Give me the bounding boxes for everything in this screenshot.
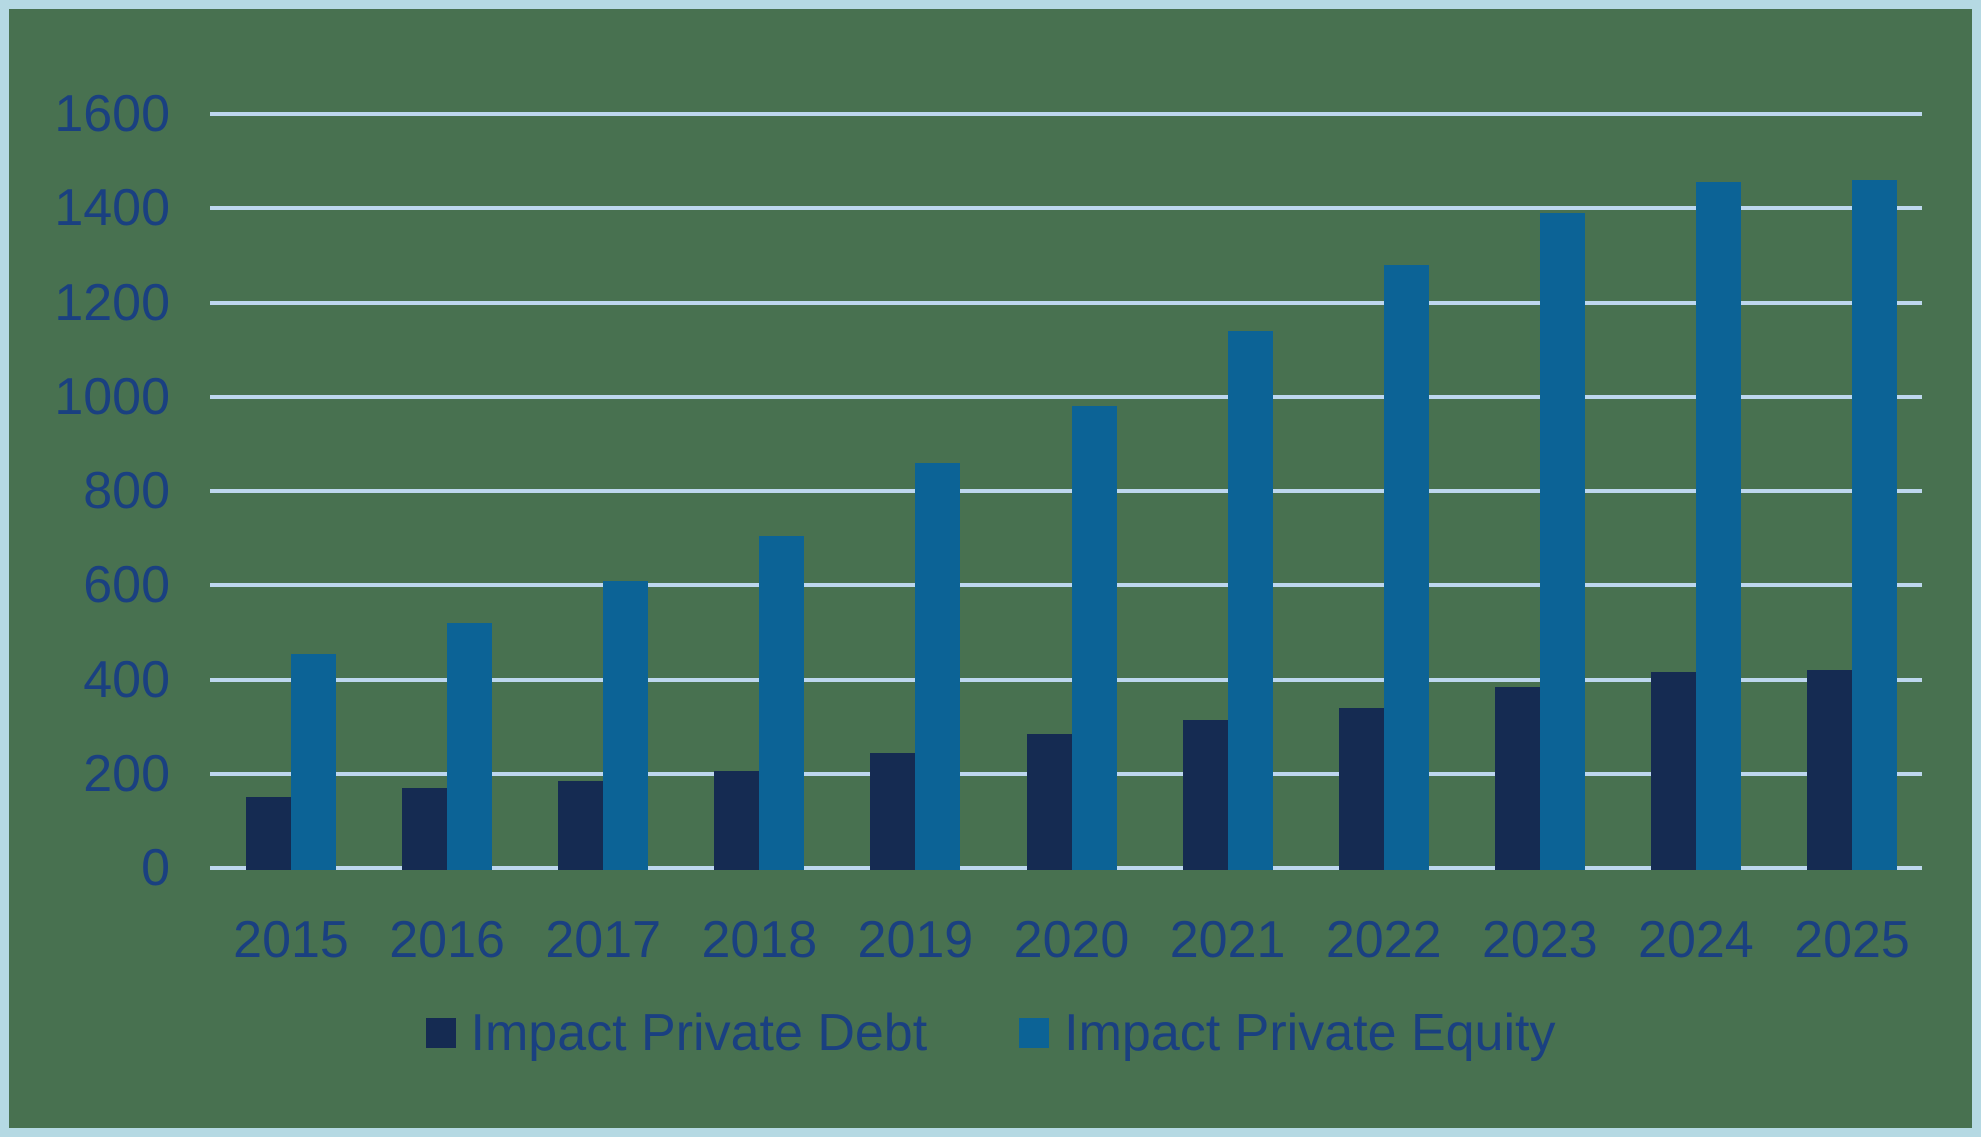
bar-impact-private-debt-2018 [714,771,760,870]
legend: Impact Private Debt Impact Private Equity [0,1002,1981,1064]
x-tick-label-2022: 2022 [1325,911,1442,969]
y-tick-label-400: 400 [83,650,170,709]
y-tick-label-600: 600 [83,556,170,615]
y-tick-label-1600: 1600 [54,85,170,143]
x-tick-label-2015: 2015 [233,911,349,969]
bar-impact-private-debt-2015 [246,797,291,870]
bar-impact-private-debt-2017 [558,780,604,870]
bar-impact-private-equity-2020 [1071,406,1117,870]
bar-impact-private-equity-2016 [447,622,493,870]
legend-label: Impact Private Debt [470,1004,928,1062]
x-tick-label-2016: 2016 [389,911,505,969]
gridline-1600 [210,112,1922,116]
y-tick-label-1200: 1200 [54,273,170,332]
legend-label: Impact Private Equity [1064,1004,1556,1062]
bar-impact-private-debt-2024 [1650,672,1696,870]
gridline-1200 [210,300,1922,305]
x-tick-label-2018: 2018 [701,911,818,969]
bar-impact-private-equity-2021 [1227,330,1273,870]
bar-impact-private-debt-2023 [1494,686,1540,870]
gridline-1000 [210,394,1922,399]
bar-impact-private-equity-2025 [1852,179,1897,870]
gridline-600 [210,583,1922,588]
x-tick-label-2021: 2021 [1169,911,1286,969]
legend-item-impact-private-equity: Impact Private Equity [1019,1005,1555,1061]
x-tick-label-2023: 2023 [1481,911,1598,969]
legend-swatch-icon-impact-private-equity [1019,1018,1050,1048]
bar-impact-private-debt-2025 [1807,670,1852,870]
legend-item-impact-private-debt: Impact Private Debt [425,1004,928,1062]
gridline-800 [210,489,1922,493]
bar-impact-private-equity-2017 [603,580,649,870]
gridline-400 [210,677,1922,682]
bar-impact-private-equity-2022 [1383,264,1429,870]
x-tick-label-2020: 2020 [1013,911,1130,969]
y-tick-label-1400: 1400 [54,179,170,238]
bar-impact-private-debt-2021 [1182,719,1228,870]
bar-impact-private-equity-2018 [759,535,805,870]
y-tick-label-200: 200 [83,744,170,803]
bar-impact-private-equity-2023 [1539,212,1585,870]
legend-swatch-icon-impact-private-debt [425,1018,456,1048]
bar-impact-private-equity-2024 [1695,182,1741,870]
x-tick-label-2025: 2025 [1794,911,1910,969]
y-tick-label-1000: 1000 [54,367,170,426]
gridline-1400 [210,206,1922,211]
x-tick-label-2017: 2017 [545,911,662,969]
bar-impact-private-debt-2022 [1338,707,1384,870]
y-tick-label-0: 0 [141,839,170,897]
y-tick-label-800: 800 [83,462,170,520]
bar-impact-private-debt-2020 [1026,733,1072,870]
bar-impact-private-equity-2019 [915,462,961,870]
bar-impact-private-debt-2016 [402,787,448,870]
x-tick-label-2024: 2024 [1638,911,1754,969]
bar-impact-private-equity-2015 [291,653,336,870]
x-tick-label-2019: 2019 [857,911,974,969]
bar-impact-private-debt-2019 [870,752,916,870]
